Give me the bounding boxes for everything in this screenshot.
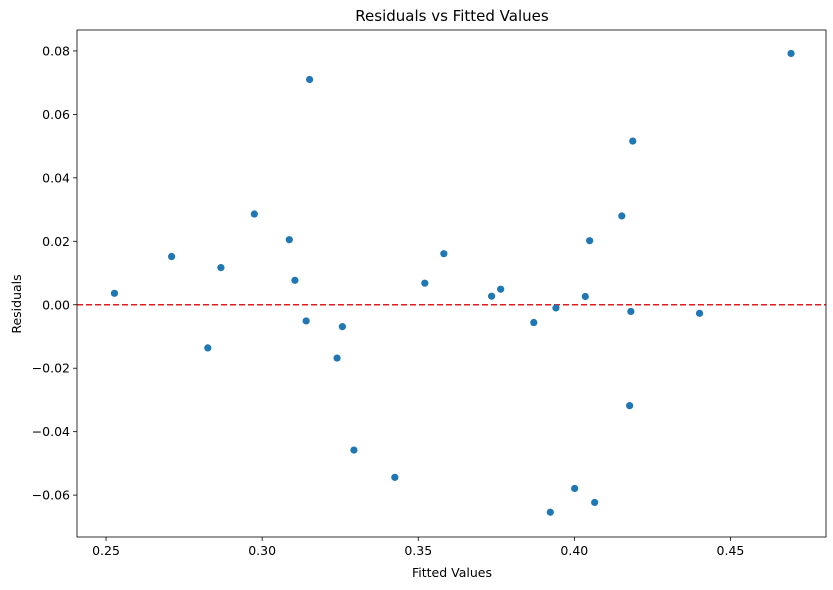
data-point [333, 354, 341, 362]
plot-area: 0.25 0.30 0.35 0.40 0.45 −0.06 −0.04 −0.02 0.00 0… [32, 29, 827, 558]
y-tick-label: 0.00 [42, 297, 70, 312]
data-point [168, 252, 176, 261]
y-axis-label: Residuals [9, 274, 24, 333]
data-point [552, 304, 560, 312]
data-point [285, 236, 293, 244]
x-tick-label: 0.25 [92, 543, 120, 558]
data-point [571, 484, 579, 493]
data-point [626, 402, 634, 410]
data-point [338, 323, 346, 331]
y-tick-label: −0.06 [32, 488, 70, 503]
y-tick-label: 0.02 [42, 234, 70, 249]
y-tick-label: 0.04 [42, 170, 70, 185]
data-point [391, 473, 399, 481]
data-point [421, 279, 429, 287]
x-tick-label: 0.40 [560, 543, 588, 558]
data-point [627, 307, 635, 316]
data-point [440, 250, 448, 258]
data-point [586, 237, 594, 245]
data-point [305, 75, 314, 84]
data-point [302, 317, 310, 325]
data-point [217, 264, 225, 272]
x-axis-label: Fitted Values [412, 565, 492, 580]
y-tick-label: 0.08 [42, 43, 70, 58]
chart-title: Residuals vs Fitted Values [355, 7, 549, 25]
y-tick-label: 0.06 [42, 107, 70, 122]
data-point [629, 137, 637, 145]
data-point [291, 276, 299, 284]
x-tick-label: 0.35 [404, 543, 432, 558]
data-point [581, 292, 589, 301]
data-point [204, 344, 212, 352]
data-point [546, 508, 554, 516]
data-point [497, 285, 505, 293]
y-tick-label: −0.04 [32, 424, 70, 439]
data-point [488, 292, 496, 300]
plot-frame [76, 29, 827, 538]
y-tick-label: −0.02 [32, 361, 70, 376]
data-point [787, 49, 795, 58]
data-point [110, 289, 119, 297]
data-point [695, 309, 704, 317]
x-tick-label: 0.45 [717, 543, 745, 558]
data-point [530, 318, 538, 327]
x-tick-label: 0.30 [248, 543, 276, 558]
data-point [618, 212, 626, 220]
data-point [591, 498, 599, 507]
data-point [350, 446, 358, 454]
data-point [250, 210, 258, 218]
